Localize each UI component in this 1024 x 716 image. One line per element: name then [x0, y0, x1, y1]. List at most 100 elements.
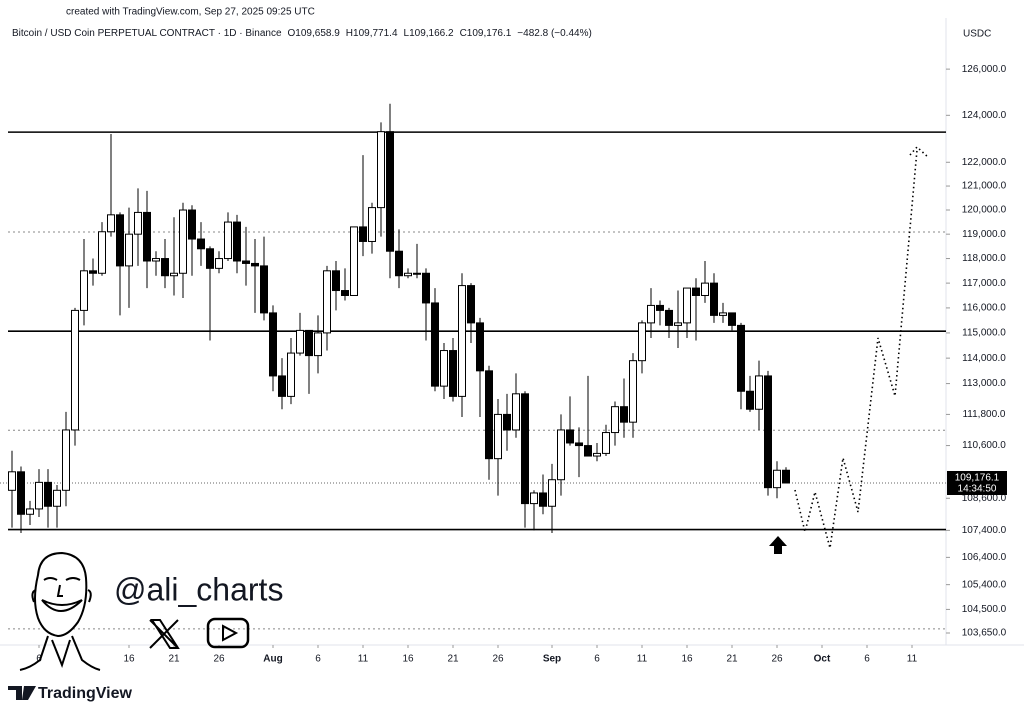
candle-body [287, 352, 295, 397]
candle-body [341, 290, 349, 296]
currency: USDC [963, 29, 991, 40]
x-tick-label: 6 [315, 654, 321, 665]
candle-body [26, 508, 34, 515]
candle-body [323, 270, 331, 334]
candle-body [521, 393, 529, 505]
candle-body [143, 211, 151, 262]
change-label: −482.8 (−0.44%) [517, 28, 592, 39]
candle-body [746, 390, 754, 410]
candle-body [737, 324, 745, 392]
watermark: created with TradingView.com, Sep 27, 20… [66, 7, 315, 18]
candle-body [773, 469, 781, 489]
plot: 126,000.0 124,000.0 122,000.0 121,000.0 120,… [0, 64, 1007, 665]
candle-body [719, 312, 727, 316]
low-label: L109,166.2 [404, 28, 454, 39]
youtube-icon [206, 617, 250, 649]
y-tick-label: 111,800.0 [962, 409, 1005, 420]
y-tick-label: 122,000.0 [962, 157, 1007, 168]
candle-body [134, 211, 142, 235]
symbol: Bitcoin / USD Coin PERPETUAL CONTRACT · … [12, 28, 282, 39]
candle-body [467, 285, 475, 324]
candle-body [629, 360, 637, 423]
candle-body [368, 207, 376, 242]
x-tick-label: 26 [213, 654, 225, 665]
x-tick-label: Aug [263, 654, 282, 665]
candle-body [35, 481, 43, 510]
candle-body [413, 272, 421, 275]
candle-body [656, 304, 664, 311]
candle-body [764, 375, 772, 489]
x-tick-label: 6 [864, 654, 870, 665]
candle-body [188, 209, 196, 240]
candle-body [728, 312, 736, 326]
avatar [19, 551, 101, 671]
candle-body [98, 231, 106, 274]
candle-body [116, 214, 124, 267]
candle-body [674, 322, 682, 326]
candle-body [683, 287, 691, 324]
candle-body [332, 270, 340, 292]
candle-body [359, 226, 367, 242]
candle-body [206, 248, 214, 269]
x-tick-label: 21 [726, 654, 738, 665]
candle-body [494, 413, 502, 460]
close-label: C109,176.1 [460, 28, 512, 39]
candle-body [161, 258, 169, 277]
candle-body [440, 350, 448, 387]
y-tick-label: 118,000.0 [962, 253, 1006, 264]
candle-body [8, 471, 16, 491]
last-price-tag [947, 470, 1007, 495]
candle-body [44, 481, 52, 507]
candle-body [251, 262, 259, 267]
candle-body [260, 265, 268, 314]
x-tick-label: 11 [907, 654, 918, 665]
candle-body [215, 258, 223, 269]
candle-body [584, 445, 592, 457]
candle-body [602, 432, 610, 454]
candle-body [692, 287, 700, 296]
y-tick-label: 124,000.0 [962, 110, 1007, 121]
candle-body [431, 302, 439, 387]
x-tick-label: 21 [447, 654, 459, 665]
y-tick-label: 106,400.0 [962, 552, 1007, 563]
y-tick-label: 126,000.0 [962, 64, 1007, 75]
candle-body [152, 258, 160, 262]
brand-logo [8, 686, 36, 700]
candle-body [269, 312, 277, 377]
candle-body [566, 429, 574, 444]
y-tick-label: 121,000.0 [962, 181, 1007, 192]
countdown: 14:34:50 [958, 484, 997, 495]
candle-body [89, 270, 97, 274]
candle-body [350, 226, 358, 296]
candle-body [386, 131, 394, 252]
candle-body [422, 272, 430, 304]
x-tick-label: 16 [681, 654, 693, 665]
open-label: O109,658.9 [288, 28, 341, 39]
candle-body [305, 329, 313, 357]
y-tick-label: 114,000.0 [962, 353, 1006, 364]
candle-body [242, 260, 250, 264]
candle-body [620, 406, 628, 423]
y-tick-label: 105,400.0 [962, 579, 1007, 590]
candle-body [17, 471, 25, 515]
candle-body [395, 250, 403, 277]
candle-body [233, 221, 241, 262]
candle-body [107, 214, 115, 233]
x-tick-label: 16 [123, 654, 135, 665]
play-icon [222, 624, 239, 642]
candle-body [476, 322, 484, 372]
candle-body [449, 350, 457, 397]
x-tick-label: 6 [594, 654, 600, 665]
candle-body [710, 282, 718, 316]
candle-body [755, 375, 763, 410]
candle-body [404, 272, 412, 277]
candle-body [512, 393, 520, 431]
y-tick-label: 108,600.0 [962, 493, 1007, 504]
candle-body [638, 322, 646, 362]
arrow [769, 536, 787, 554]
candle-body [224, 221, 232, 260]
brand: TradingView [38, 685, 133, 702]
